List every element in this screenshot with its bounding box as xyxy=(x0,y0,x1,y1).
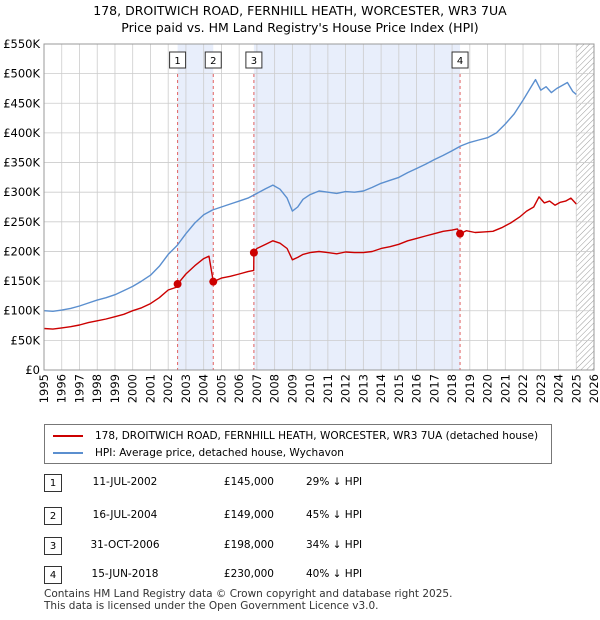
x-tick-label: 2019 xyxy=(463,374,477,403)
x-tick-label: 1996 xyxy=(55,374,69,403)
sale-point xyxy=(209,277,218,286)
legend-item-hpi: HPI: Average price, detached house, Wych… xyxy=(53,445,344,461)
footer-licence: This data is licensed under the Open Gov… xyxy=(44,600,379,612)
transaction-date: 31-OCT-2006 xyxy=(90,539,160,551)
transaction-hpi: 45% ↓ HPI xyxy=(306,509,363,521)
y-tick-label: £550K xyxy=(3,37,40,51)
chart-title: 178, DROITWICH ROAD, FERNHILL HEATH, WOR… xyxy=(93,3,507,18)
x-tick-label: 2002 xyxy=(161,374,175,403)
x-tick-label: 2020 xyxy=(481,374,495,403)
x-tick-label: 2008 xyxy=(268,374,282,403)
legend-item-price: 178, DROITWICH ROAD, FERNHILL HEATH, WOR… xyxy=(53,428,538,444)
y-tick-label: £500K xyxy=(3,67,40,81)
x-tick-label: 2004 xyxy=(197,374,211,403)
ownership-period xyxy=(177,44,214,370)
transaction-number: 3 xyxy=(44,537,62,555)
x-tick-label: 2010 xyxy=(303,374,317,403)
sale-label-box xyxy=(204,51,222,69)
transaction-price: £198,000 xyxy=(223,539,274,551)
x-tick-label: 2001 xyxy=(143,374,157,403)
y-tick-label: £0 xyxy=(25,363,40,377)
y-tick-label: £200K xyxy=(3,244,40,258)
transaction-price: £149,000 xyxy=(223,509,274,521)
y-tick-label: £50K xyxy=(11,333,41,347)
plot-frame xyxy=(43,43,595,371)
x-tick-label: 2026 xyxy=(587,374,600,403)
x-tick-label: 1997 xyxy=(72,374,86,403)
x-tick-label: 2007 xyxy=(250,374,264,403)
legend-label-price: 178, DROITWICH ROAD, FERNHILL HEATH, WOR… xyxy=(95,430,539,442)
legend: 178, DROITWICH ROAD, FERNHILL HEATH, WOR… xyxy=(44,424,552,464)
sale-label: 1 xyxy=(174,56,180,67)
x-tick-label: 2006 xyxy=(232,374,246,403)
y-tick-label: £400K xyxy=(3,126,40,140)
x-tick-label: 2015 xyxy=(392,374,406,403)
x-tick-label: 1999 xyxy=(108,374,122,403)
transaction-date: 11-JUL-2002 xyxy=(92,476,158,488)
x-tick-label: 2003 xyxy=(179,374,193,403)
transaction-number: 4 xyxy=(44,566,62,584)
sale-point xyxy=(173,280,182,289)
transaction-hpi: 40% ↓ HPI xyxy=(306,568,363,580)
transaction-date: 16-JUL-2004 xyxy=(92,509,158,521)
footer-copyright: Contains HM Land Registry data © Crown c… xyxy=(44,588,453,600)
x-tick-label: 2023 xyxy=(534,374,548,403)
sale-label: 2 xyxy=(210,56,216,67)
x-tick-label: 2017 xyxy=(427,374,441,403)
transaction-date: 15-JUN-2018 xyxy=(91,568,159,580)
x-tick-label: 2009 xyxy=(285,374,299,403)
sale-label-box xyxy=(245,51,263,69)
x-tick-label: 2005 xyxy=(214,374,228,403)
transaction-hpi: 29% ↓ HPI xyxy=(306,476,363,488)
y-tick-label: £250K xyxy=(3,215,40,229)
price-paid-line xyxy=(43,196,577,330)
hpi-line xyxy=(43,78,577,312)
x-tick-label: 2012 xyxy=(339,374,353,403)
legend-swatch-hpi xyxy=(53,452,83,454)
x-tick-label: 2021 xyxy=(498,374,512,403)
sale-label: 3 xyxy=(251,56,257,67)
x-tick-label: 1998 xyxy=(90,374,104,403)
legend-label-hpi: HPI: Average price, detached house, Wych… xyxy=(95,447,344,459)
x-tick-label: 2025 xyxy=(569,374,583,403)
y-tick-label: £450K xyxy=(3,96,40,110)
transaction-hpi: 34% ↓ HPI xyxy=(306,539,363,551)
transaction-price: £230,000 xyxy=(223,568,274,580)
sale-label-box xyxy=(451,51,469,69)
y-tick-label: £350K xyxy=(3,156,40,170)
y-tick-label: £150K xyxy=(3,274,40,288)
sale-point xyxy=(249,248,258,257)
x-tick-label: 2022 xyxy=(516,374,530,403)
ownership-period xyxy=(253,44,461,370)
sale-label-box xyxy=(169,51,187,69)
y-tick-label: £100K xyxy=(3,304,40,318)
x-tick-label: 2014 xyxy=(374,374,388,403)
footer: Contains HM Land Registry data © Crown c… xyxy=(44,588,452,612)
x-tick-label: 2013 xyxy=(356,374,370,403)
chart-subtitle: Price paid vs. HM Land Registry's House … xyxy=(121,20,479,35)
x-tick-label: 1995 xyxy=(37,374,51,403)
price-chart: 1 2 3 4 £0 £50K £100K £150K £200K £250K £300K £350K… xyxy=(3,37,600,403)
y-tick-label: £300K xyxy=(3,185,40,199)
transaction-number: 1 xyxy=(44,474,62,492)
x-tick-label: 2018 xyxy=(445,374,459,403)
transaction-number: 2 xyxy=(44,507,62,525)
transaction-price: £145,000 xyxy=(223,476,274,488)
x-tick-label: 2000 xyxy=(126,374,140,403)
x-tick-label: 2016 xyxy=(410,374,424,403)
legend-swatch-price xyxy=(53,435,83,437)
future-hatch xyxy=(576,44,594,370)
x-tick-label: 2024 xyxy=(552,374,566,403)
x-tick-label: 2011 xyxy=(321,374,335,403)
sale-point xyxy=(456,229,465,238)
sale-label: 4 xyxy=(457,56,463,67)
